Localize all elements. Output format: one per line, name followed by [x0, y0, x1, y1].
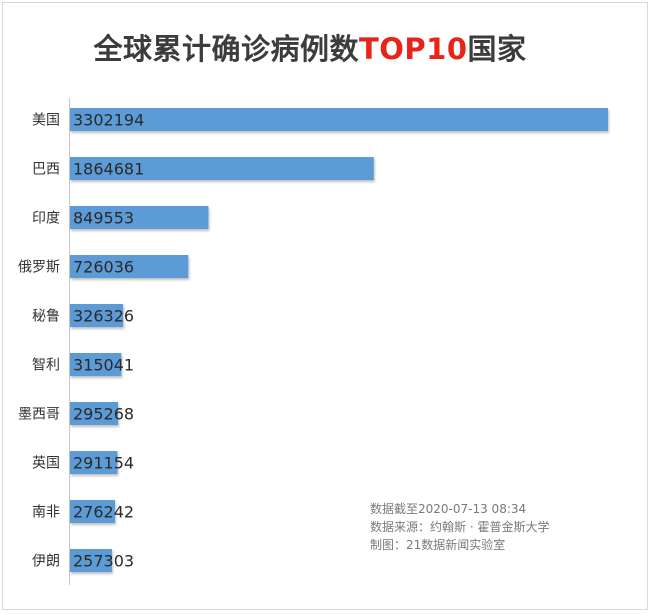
chart-notes: 数据截至2020-07-13 08:34 数据来源：约翰斯 · 霍普金斯大学 制…: [370, 500, 549, 554]
title-tail: 国家: [467, 32, 527, 66]
bar-6: [70, 402, 119, 425]
value-label-8: 276242: [73, 503, 134, 522]
category-label-4: 秘鲁: [32, 309, 60, 325]
category-label-5: 智利: [32, 358, 60, 374]
category-label-0: 美国: [32, 113, 60, 129]
bar-8: [70, 500, 116, 523]
value-labels-group: 3302194 1864681 849553 726036 326326 315041 29…: [73, 111, 144, 571]
bar-3: [70, 255, 189, 278]
title-main: 全球累计确诊病例数: [93, 32, 359, 66]
value-label-9: 257303: [73, 552, 134, 571]
bar-0: [70, 108, 608, 131]
chart-title: 全球累计确诊病例数TOP10国家: [0, 26, 620, 68]
note-date: 数据截至2020-07-13 08:34: [370, 502, 527, 516]
bar-4: [70, 304, 124, 327]
category-label-9: 伊朗: [32, 554, 60, 570]
value-label-1: 1864681: [73, 160, 144, 179]
value-label-5: 315041: [73, 356, 134, 375]
title-accent: TOP10: [358, 32, 468, 66]
bar-2: [70, 206, 209, 229]
category-label-2: 印度: [32, 211, 60, 227]
note-maker: 制图：21数据新闻实验室: [370, 538, 506, 552]
value-label-6: 295268: [73, 405, 134, 424]
bar-5: [70, 353, 122, 376]
category-label-7: 英国: [32, 455, 60, 472]
note-source: 数据来源：约翰斯 · 霍普金斯大学: [370, 520, 550, 534]
value-label-7: 291154: [73, 454, 134, 473]
value-label-3: 726036: [73, 258, 134, 277]
bar-7: [70, 451, 118, 474]
value-label-2: 849553: [73, 209, 134, 228]
category-label-1: 巴西: [32, 162, 60, 178]
bars-group: [70, 108, 608, 572]
bar-9: [70, 549, 112, 572]
bar-1: [70, 157, 374, 180]
category-label-8: 南非: [32, 505, 60, 521]
value-label-0: 3302194: [73, 111, 144, 130]
category-label-3: 俄罗斯: [18, 260, 60, 276]
value-label-4: 326326: [73, 307, 134, 326]
category-label-6: 墨西哥: [18, 407, 60, 423]
